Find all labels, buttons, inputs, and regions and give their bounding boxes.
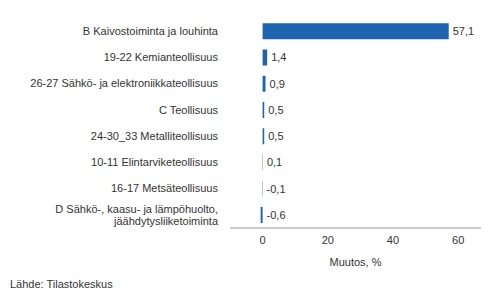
svg-text:Muutos, %: Muutos, % — [330, 256, 382, 268]
svg-text:57,1: 57,1 — [453, 25, 474, 37]
svg-text:0,5: 0,5 — [268, 104, 283, 116]
svg-text:20: 20 — [322, 234, 334, 246]
svg-text:16-17 Metsäteollisuus: 16-17 Metsäteollisuus — [111, 182, 219, 194]
svg-text:19-22 Kemianteollisuus: 19-22 Kemianteollisuus — [104, 51, 219, 63]
svg-text:24-30_33 Metalliteollisuus: 24-30_33 Metalliteollisuus — [91, 130, 219, 142]
svg-text:0: 0 — [260, 234, 266, 246]
svg-text:D Sähkö-, kaasu- ja lämpöhuolt: D Sähkö-, kaasu- ja lämpöhuolto,jäähdyty… — [55, 203, 219, 227]
svg-text:10-11 Elintarviketeollisuus: 10-11 Elintarviketeollisuus — [91, 156, 218, 168]
svg-text:40: 40 — [387, 234, 399, 246]
svg-text:0,1: 0,1 — [267, 156, 282, 168]
svg-text:0,9: 0,9 — [270, 78, 285, 90]
html-text:Lähde: Tilastokeskus: Lähde: Tilastokeskus — [10, 278, 113, 290]
svg-text:60: 60 — [452, 234, 464, 246]
svg-text:C Teollisuus: C Teollisuus — [159, 104, 219, 116]
svg-text:-0,6: -0,6 — [267, 209, 286, 221]
svg-text:1,4: 1,4 — [271, 51, 286, 63]
svg-text:0,5: 0,5 — [268, 130, 283, 142]
svg-text:B Kaivostoiminta ja louhinta: B Kaivostoiminta ja louhinta — [83, 25, 219, 37]
svg-text:26-27 Sähkö- ja elektroniikkat: 26-27 Sähkö- ja elektroniikkateollisuus — [30, 77, 218, 89]
svg-text:-0,1: -0,1 — [267, 183, 286, 195]
